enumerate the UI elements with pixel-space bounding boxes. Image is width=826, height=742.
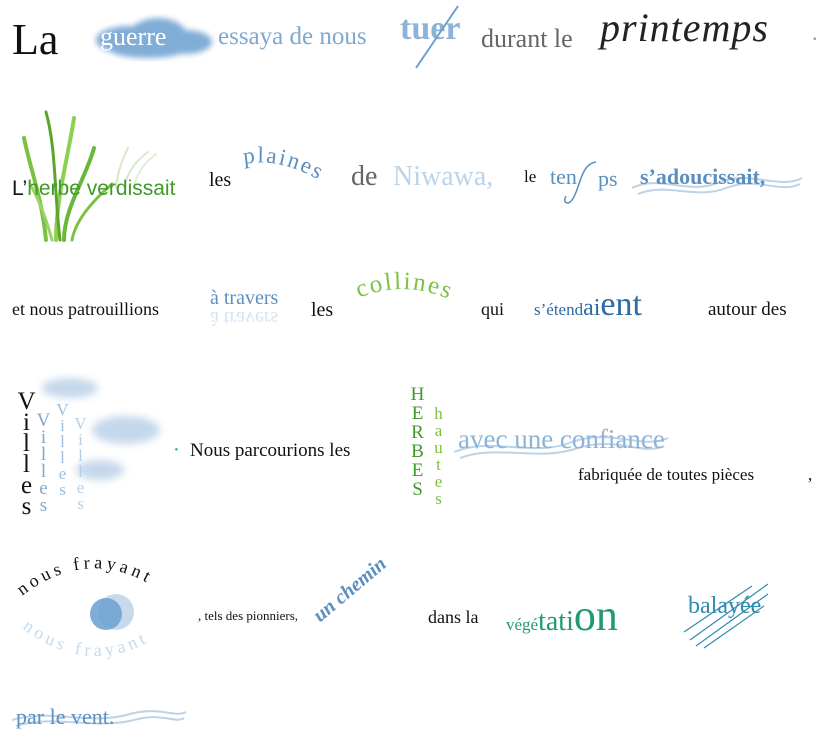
word-un-chemin: un chemin bbox=[308, 552, 391, 627]
word-villes-vertical-c: Villes bbox=[53, 400, 72, 496]
collines-text: collines bbox=[352, 268, 456, 305]
phrase-nous-parcourions-les: Nous parcourions les bbox=[190, 440, 351, 461]
vegetation-part-big: on bbox=[573, 591, 618, 640]
setendaient-part-small: s’étend bbox=[534, 300, 584, 319]
word-setendaient: s’étendaient bbox=[534, 288, 642, 322]
wave-adoucissait-graphic bbox=[631, 177, 803, 195]
nous-frayant-text: nous frayant bbox=[13, 552, 154, 599]
vegetation-part-mid: tati bbox=[538, 606, 574, 637]
herbes-text: HERBES bbox=[407, 384, 428, 498]
strike-tuer-line bbox=[415, 5, 459, 69]
word-qui: qui bbox=[481, 299, 505, 319]
svg-text:nous frayant: nous frayant bbox=[20, 615, 152, 660]
line4-dot: · bbox=[173, 439, 180, 461]
setendaient-part-big: ent bbox=[600, 286, 642, 323]
word-villes-vertical-main: Villes bbox=[13, 388, 40, 514]
word-ten: ten bbox=[550, 164, 577, 189]
svg-text:collines: collines bbox=[352, 268, 458, 305]
word-sadoucissait: s’adoucissait, bbox=[640, 164, 766, 189]
villes-c-text: Villes bbox=[53, 400, 72, 496]
word-les-line2: les bbox=[209, 169, 232, 191]
phrase-a-travers: à travers bbox=[210, 287, 279, 309]
phrase-tels-des-pionniers: , tels des pionniers, bbox=[198, 608, 299, 623]
wave-par-le-vent-graphic bbox=[11, 710, 187, 727]
word-printemps: printemps bbox=[600, 5, 769, 50]
svg-text:plaines: plaines bbox=[242, 142, 329, 184]
phrase-par-le-vent: par le vent. bbox=[16, 704, 115, 729]
word-herbes-vertical: HERBES bbox=[407, 384, 428, 498]
word-de: de bbox=[351, 161, 378, 192]
wave-confiance-graphic bbox=[453, 436, 669, 459]
setendaient-part-mid: ai bbox=[583, 295, 601, 321]
word-l-apostrophe: L’herbe verdissait bbox=[12, 178, 175, 199]
phrase-a-travers-reflection: à travers bbox=[210, 307, 279, 329]
clouds-villes-graphic bbox=[42, 378, 160, 480]
word-ps: ps bbox=[598, 166, 618, 191]
grass-graphic bbox=[22, 110, 157, 242]
phrase-fabriquee: fabriquée de toutes pièces bbox=[578, 465, 755, 484]
hautes-text: hautes bbox=[429, 404, 448, 506]
temps-swirl-line bbox=[563, 161, 597, 204]
phrase-et-nous-patrouillions: et nous patrouillions bbox=[12, 299, 159, 319]
line4-comma: , bbox=[808, 465, 813, 484]
villes-b-text: Villes bbox=[33, 410, 54, 512]
phrase-avec-une-confiance: avec une confiance bbox=[458, 424, 665, 454]
vegetation-part-small: végé bbox=[506, 615, 539, 634]
villes-main-text: Villes bbox=[13, 388, 40, 514]
word-collines-arc: collines bbox=[352, 268, 456, 305]
word-le-line2: le bbox=[524, 167, 537, 186]
l-apos-text: L’ bbox=[12, 177, 28, 200]
word-la: La bbox=[12, 15, 59, 64]
plaines-text: plaines bbox=[242, 142, 327, 184]
nous-frayant-arc-graphic: nous frayant nous frayant bbox=[13, 552, 158, 660]
cloud-guerre-graphic bbox=[96, 18, 212, 58]
word-villes-vertical-b: Villes bbox=[33, 410, 54, 512]
phrase-autour-des: autour des bbox=[708, 299, 787, 320]
word-hautes-vertical: hautes bbox=[429, 404, 448, 506]
word-guerre: guerre bbox=[100, 22, 167, 51]
phrase-dans-la: dans la bbox=[428, 607, 479, 627]
word-plaines-arc: plaines bbox=[242, 142, 327, 184]
line1-dot: . bbox=[812, 20, 818, 45]
phrase-essaya-de-nous: essaya de nous bbox=[218, 23, 367, 50]
villes-d-text: Villes bbox=[71, 414, 90, 510]
word-niwawa: Niwawa, bbox=[393, 161, 494, 192]
nous-frayant-reflection-text: nous frayant bbox=[20, 615, 148, 660]
phrase-durant-le: durant le bbox=[481, 24, 573, 53]
word-vegetation: végétation bbox=[506, 594, 618, 638]
word-villes-vertical-d: Villes bbox=[71, 414, 90, 510]
balayee-hatch-lines bbox=[683, 583, 769, 649]
svg-text:nous frayant: nous frayant bbox=[13, 552, 158, 599]
herbe-verdissait-text: herbe verdissait bbox=[27, 177, 176, 200]
word-les-line3: les bbox=[311, 299, 334, 321]
